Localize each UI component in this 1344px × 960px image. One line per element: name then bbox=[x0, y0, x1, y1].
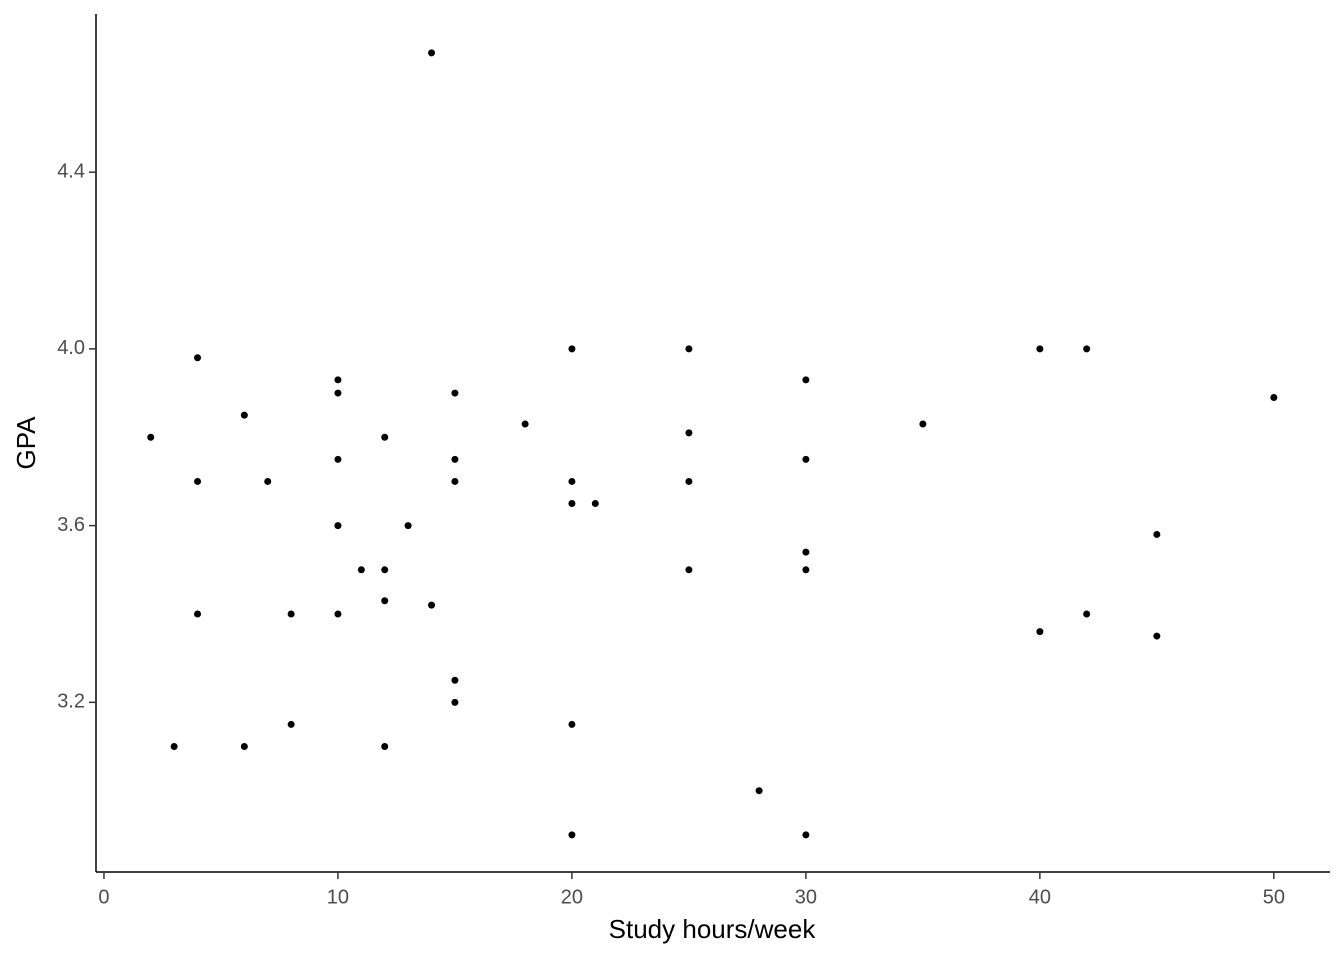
point bbox=[755, 787, 763, 795]
point bbox=[194, 477, 202, 485]
point bbox=[568, 720, 576, 728]
y-tick-label: 3.6 bbox=[57, 514, 85, 536]
point bbox=[451, 455, 459, 463]
point bbox=[334, 522, 342, 530]
point bbox=[381, 597, 389, 605]
point bbox=[428, 49, 436, 57]
point bbox=[240, 743, 248, 751]
point bbox=[568, 477, 576, 485]
point bbox=[451, 698, 459, 706]
y-tick-label: 4.0 bbox=[57, 337, 85, 359]
point bbox=[287, 720, 295, 728]
point bbox=[264, 477, 272, 485]
point bbox=[334, 610, 342, 618]
point bbox=[451, 676, 459, 684]
point bbox=[591, 500, 599, 508]
point bbox=[1153, 632, 1161, 640]
point bbox=[170, 743, 178, 751]
x-tick-label: 0 bbox=[98, 886, 109, 908]
x-axis-title: Study hours/week bbox=[609, 914, 817, 944]
x-tick-label: 30 bbox=[795, 886, 817, 908]
point bbox=[381, 566, 389, 574]
point bbox=[568, 500, 576, 508]
point bbox=[685, 345, 693, 353]
x-tick-label: 10 bbox=[327, 886, 349, 908]
point bbox=[404, 522, 412, 530]
point bbox=[194, 354, 202, 362]
y-axis-title: GPA bbox=[11, 416, 41, 470]
point bbox=[147, 433, 155, 441]
point bbox=[685, 566, 693, 574]
point bbox=[451, 389, 459, 397]
point bbox=[1083, 610, 1091, 618]
y-tick-label: 3.2 bbox=[57, 691, 85, 713]
x-tick-label: 20 bbox=[561, 886, 583, 908]
point bbox=[334, 389, 342, 397]
point bbox=[568, 345, 576, 353]
point bbox=[802, 831, 810, 839]
point bbox=[802, 376, 810, 384]
point bbox=[685, 429, 693, 437]
point bbox=[1036, 628, 1044, 636]
point bbox=[381, 743, 389, 751]
point bbox=[685, 477, 693, 485]
x-tick-label: 40 bbox=[1029, 886, 1051, 908]
point bbox=[1270, 393, 1278, 401]
point bbox=[919, 420, 927, 428]
x-tick-label: 50 bbox=[1263, 886, 1285, 908]
point bbox=[521, 420, 529, 428]
point bbox=[240, 411, 248, 419]
point bbox=[1153, 530, 1161, 538]
point bbox=[802, 455, 810, 463]
point bbox=[802, 548, 810, 556]
point bbox=[334, 455, 342, 463]
point bbox=[802, 566, 810, 574]
point bbox=[1083, 345, 1091, 353]
point bbox=[357, 566, 365, 574]
y-tick-label: 4.4 bbox=[57, 160, 85, 182]
point bbox=[428, 601, 436, 609]
point bbox=[194, 610, 202, 618]
point bbox=[1036, 345, 1044, 353]
point bbox=[334, 376, 342, 384]
point bbox=[381, 433, 389, 441]
point bbox=[451, 477, 459, 485]
point bbox=[287, 610, 295, 618]
point bbox=[568, 831, 576, 839]
